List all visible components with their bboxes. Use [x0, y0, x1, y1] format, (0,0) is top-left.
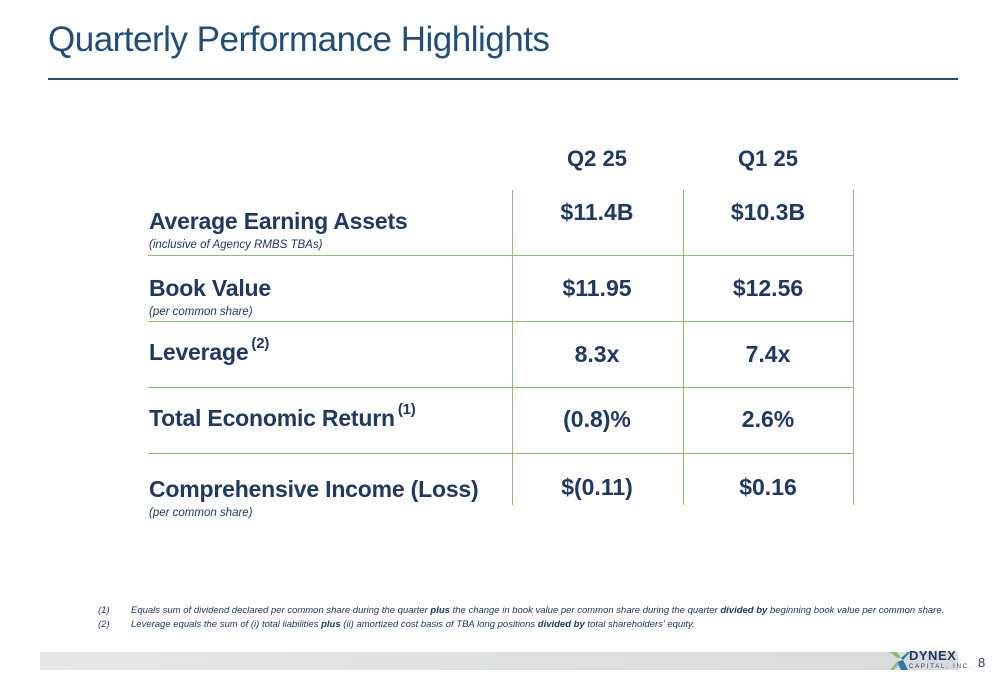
- row-divider: [512, 387, 854, 388]
- footnote-number: (1): [98, 605, 110, 616]
- value-q2: $11.4B: [560, 199, 634, 225]
- row-divider: [148, 321, 512, 322]
- value-q2: 8.3x: [574, 341, 620, 367]
- value-q1: 7.4x: [745, 341, 791, 367]
- row-sublabel: (inclusive of Agency RMBS TBAs): [149, 239, 323, 251]
- row-label-total-economic-return: Total Economic Return (1): [149, 401, 416, 431]
- dynex-logo-icon: [890, 652, 910, 670]
- value-q2: $(0.11): [561, 474, 633, 500]
- row-label-average-earning-assets: Average Earning Assets: [149, 208, 408, 234]
- footnote-ref: (1): [397, 401, 416, 418]
- table-divider-right: [853, 190, 854, 505]
- footnotes: (1) Equals sum of dividend declared per …: [98, 604, 944, 632]
- value-q1: $10.3B: [730, 199, 806, 225]
- row-divider: [148, 387, 512, 388]
- row-divider: [148, 453, 512, 454]
- value-q2: $11.95: [562, 275, 632, 301]
- footnote-2: (2) Leverage equals the sum of (i) total…: [98, 618, 944, 632]
- row-label-comprehensive-income: Comprehensive Income (Loss): [149, 476, 479, 502]
- row-divider: [512, 321, 854, 322]
- row-label-leverage: Leverage (2): [149, 335, 270, 365]
- footnote-ref: (2): [251, 335, 270, 352]
- page-title: Quarterly Performance Highlights: [48, 20, 550, 59]
- value-q1: 2.6%: [741, 406, 795, 432]
- table-divider-left: [512, 190, 513, 505]
- logo-wordmark: DYNEX: [909, 648, 957, 663]
- row-label-book-value: Book Value: [149, 275, 271, 301]
- value-q1: $0.16: [739, 474, 797, 500]
- column-header-q2: Q2 25: [567, 146, 627, 171]
- row-divider: [148, 255, 512, 256]
- footnote-1: (1) Equals sum of dividend declared per …: [98, 604, 944, 618]
- column-header-q1: Q1 25: [738, 146, 798, 171]
- title-divider: [48, 78, 958, 80]
- logo-subtitle: CAPITAL, INC.: [909, 664, 973, 670]
- page-number: 8: [978, 655, 986, 670]
- row-divider: [512, 453, 854, 454]
- row-sublabel: (per common share): [149, 507, 253, 519]
- footer-band: [40, 652, 958, 670]
- table-divider-middle: [683, 190, 684, 505]
- footnote-number: (2): [98, 619, 110, 630]
- footnote-text: Equals sum of dividend declared per comm…: [131, 605, 945, 616]
- row-sublabel: (per common share): [149, 306, 253, 318]
- footnote-text: Leverage equals the sum of (i) total lia…: [131, 619, 695, 630]
- value-q1: $12.56: [732, 275, 804, 301]
- value-q2: (0.8)%: [563, 406, 631, 432]
- row-divider: [512, 255, 854, 256]
